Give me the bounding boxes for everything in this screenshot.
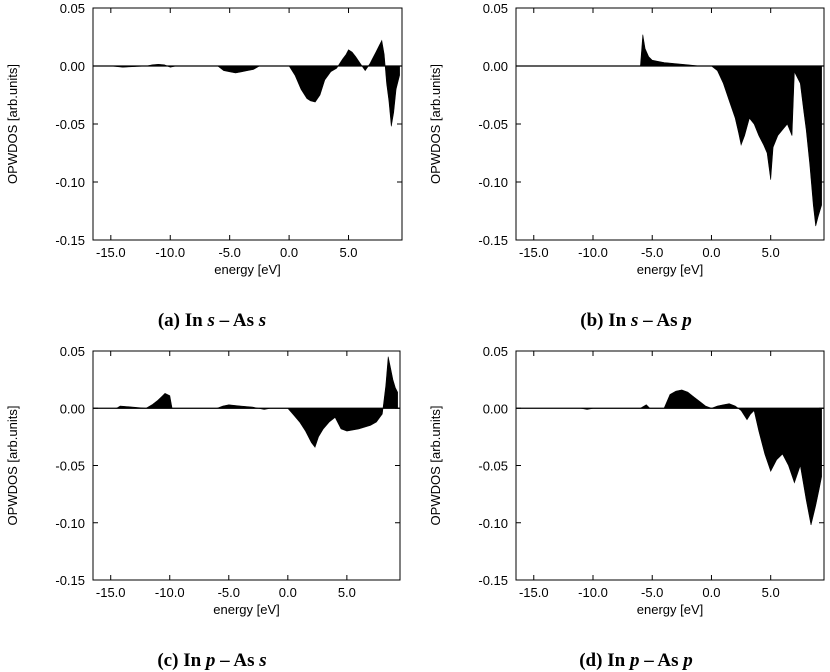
- x-tick-label-a: -15.0: [96, 245, 126, 260]
- x-axis-label-b: energy [eV]: [637, 262, 704, 277]
- y-tick-label-d: -0.15: [478, 573, 508, 588]
- x-tick-label-b: -15.0: [519, 245, 549, 260]
- x-tick-label-a: 0.0: [280, 245, 298, 260]
- y-tick-label-d: 0.05: [483, 344, 508, 359]
- x-axis-label-c: energy [eV]: [213, 602, 280, 617]
- x-tick-label-d: -10.0: [578, 585, 608, 600]
- panel-c: 0.05 0.00 -0.05 -0.10 -0.15 -15.0 -10.0 -5.0 0.0…: [5, 344, 401, 617]
- y-tick-label-b: 0.05: [483, 1, 508, 16]
- x-tick-label-d: -5.0: [641, 585, 663, 600]
- y-tick-label-d: 0.00: [483, 401, 508, 416]
- x-tick-label-a: -5.0: [218, 245, 240, 260]
- y-tick-label-a: -0.05: [55, 117, 85, 132]
- caption-d: (d) In p – As p: [579, 650, 693, 671]
- x-axis-label-d: energy [eV]: [637, 602, 704, 617]
- plot-frame-d: [515, 350, 825, 581]
- x-tick-label-c: 5.0: [338, 585, 356, 600]
- y-tick-label-c: -0.05: [55, 459, 85, 474]
- x-tick-label-b: -10.0: [578, 245, 608, 260]
- y-tick-label-b: -0.15: [478, 233, 508, 248]
- plot-frame-a: [92, 7, 403, 241]
- panel-a: 0.05 0.00 -0.05 -0.10 -0.15 -15.0 -10.0 -5.0 0.0…: [5, 1, 403, 277]
- y-tick-label-c: -0.15: [55, 573, 85, 588]
- opwdos-area-b: [640, 34, 822, 227]
- x-tick-label-a: -10.0: [155, 245, 185, 260]
- y-tick-label-d: -0.10: [478, 516, 508, 531]
- y-tick-label-c: 0.00: [60, 401, 85, 416]
- y-tick-label-a: 0.05: [60, 1, 85, 16]
- caption-a: (a) In s – As s: [158, 310, 266, 331]
- x-tick-label-d: 5.0: [762, 585, 780, 600]
- y-tick-label-a: 0.00: [60, 59, 85, 74]
- x-tick-label-d: -15.0: [519, 585, 549, 600]
- y-tick-label-c: 0.05: [60, 344, 85, 359]
- y-axis-label-a: OPWDOS [arb.units]: [5, 64, 20, 184]
- x-tick-label-c: 0.0: [279, 585, 297, 600]
- y-tick-label-b: -0.10: [478, 175, 508, 190]
- x-tick-label-b: -5.0: [641, 245, 663, 260]
- x-tick-label-d: 0.0: [702, 585, 720, 600]
- x-tick-label-a: 5.0: [339, 245, 357, 260]
- opwdos-area-c: [115, 356, 398, 448]
- x-tick-label-b: 0.0: [702, 245, 720, 260]
- y-tick-label-b: -0.05: [478, 117, 508, 132]
- caption-b: (b) In s – As p: [580, 310, 691, 331]
- plot-frame-c: [92, 350, 401, 581]
- caption-c: (c) In p – As s: [157, 650, 266, 671]
- y-tick-label-c: -0.10: [55, 516, 85, 531]
- y-axis-label-c: OPWDOS [arb.units]: [5, 406, 20, 526]
- x-tick-label-c: -5.0: [218, 585, 240, 600]
- y-tick-label-a: -0.15: [55, 233, 85, 248]
- y-tick-label-a: -0.10: [55, 175, 85, 190]
- x-tick-label-c: -15.0: [96, 585, 126, 600]
- x-axis-label-a: energy [eV]: [214, 262, 281, 277]
- opwdos-area-d: [581, 389, 822, 526]
- x-tick-label-c: -10.0: [155, 585, 185, 600]
- y-tick-label-b: 0.00: [483, 59, 508, 74]
- opwdos-area-a: [110, 39, 400, 127]
- y-axis-label-d: OPWDOS [arb.units]: [428, 406, 443, 526]
- panel-d: 0.05 0.00 -0.05 -0.10 -0.15 -15.0 -10.0 -5.0 0.0…: [428, 344, 825, 617]
- y-axis-label-b: OPWDOS [arb.units]: [428, 64, 443, 184]
- x-tick-label-b: 5.0: [762, 245, 780, 260]
- panel-b: 0.05 0.00 -0.05 -0.10 -0.15 -15.0 -10.0 -5.0 0.0…: [428, 1, 825, 277]
- y-tick-label-d: -0.05: [478, 459, 508, 474]
